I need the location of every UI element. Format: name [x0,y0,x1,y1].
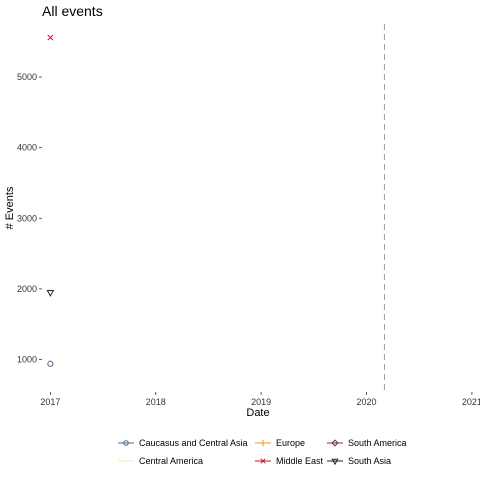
legend-item: Caucasus and Central Asia [118,438,248,448]
data-point-shape [47,290,53,295]
x-tick-label: 2021 [462,397,480,407]
data-point [47,290,53,295]
y-tick-label: 1000 [17,355,37,365]
legend-key-marker [260,440,267,447]
legend-label: South America [348,438,407,448]
data-point [48,35,53,40]
legend-item: South Asia [327,456,391,466]
y-tick-label: 3000 [17,213,37,223]
plot-area: 1000 2000 3000 4000 5000 2017 2018 2019 2020 2021 [17,24,480,407]
x-tick-label: 2020 [356,397,376,407]
legend-label: Europe [276,438,305,448]
y-tick-label: 5000 [17,72,37,82]
legend-label: Caucasus and Central Asia [139,438,248,448]
legend-item: Middle East [255,456,324,466]
y-tick-label: 2000 [17,284,37,294]
legend-label: Central America [139,456,203,466]
legend-key-marker [332,459,337,464]
x-tick-label: 2019 [251,397,271,407]
x-axis-title: Date [246,407,269,419]
y-tick-label: 4000 [17,143,37,153]
legend-item: Central America [118,456,203,466]
legend: Caucasus and Central Asia Central America… [118,438,407,466]
data-point [48,361,53,366]
data-point-shape [48,35,53,40]
legend-item: South America [327,438,407,448]
x-tick-label: 2018 [146,397,166,407]
data-point-shape [48,361,53,366]
y-axis-title: # Events [4,186,16,229]
legend-key-marker-shape [332,459,337,464]
legend-key-marker-shape [260,440,267,447]
legend-label: South Asia [348,456,391,466]
legend-label: Middle East [276,456,324,466]
chart-title: All events [42,3,103,19]
legend-item: Europe [255,438,305,448]
x-tick-label: 2017 [40,397,60,407]
